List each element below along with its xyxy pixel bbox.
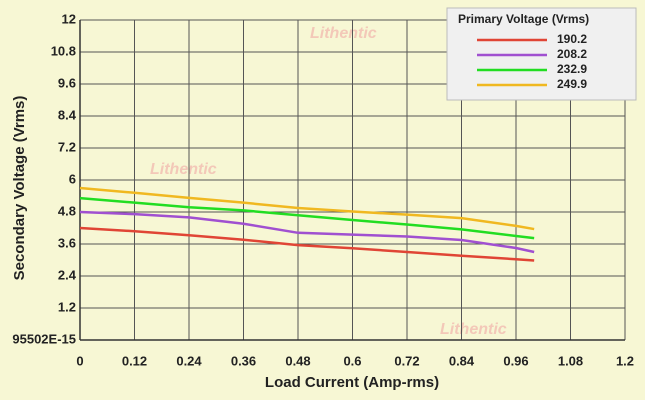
legend-title: Primary Voltage (Vrms) (458, 12, 589, 26)
y-axis-label: Secondary Voltage (Vrms) (11, 96, 28, 281)
x-tick-label: 0.24 (176, 353, 202, 368)
series-line (79, 186, 535, 231)
y-tick-label: 95502E-15 (12, 331, 76, 346)
y-tick-label: 10.8 (51, 43, 76, 58)
x-tick-label: 1.08 (558, 353, 583, 368)
x-tick-label: 1.2 (616, 353, 634, 368)
legend-label: 190.2 (557, 32, 587, 46)
y-tick-label: 12 (62, 11, 76, 26)
x-tick-label: 0.12 (122, 353, 147, 368)
watermark: Lithentic (310, 25, 377, 42)
x-tick-label: 0.36 (231, 353, 256, 368)
x-tick-label: 0 (76, 353, 83, 368)
watermark: Lithentic (150, 161, 217, 178)
y-tick-label: 1.2 (58, 299, 76, 314)
x-tick-label: 0.6 (343, 353, 361, 368)
y-tick-label: 3.6 (58, 235, 76, 250)
y-tick-label: 7.2 (58, 139, 76, 154)
y-tick-label: 4.8 (58, 203, 76, 218)
series-line (79, 210, 535, 254)
x-tick-label: 0.72 (394, 353, 419, 368)
x-axis-label: Load Current (Amp-rms) (265, 374, 439, 391)
x-tick-label: 0.48 (285, 353, 310, 368)
x-tick-label: 0.96 (503, 353, 528, 368)
legend-label: 249.9 (557, 77, 587, 91)
series-line (79, 196, 535, 240)
watermark: Lithentic (440, 321, 507, 338)
x-tick-label: 0.84 (449, 353, 475, 368)
y-tick-label: 2.4 (58, 267, 77, 282)
series-line (79, 226, 535, 262)
y-tick-label: 8.4 (58, 107, 77, 122)
legend-label: 232.9 (557, 62, 587, 76)
y-tick-label: 6 (69, 171, 76, 186)
legend-label: 208.2 (557, 47, 587, 61)
y-tick-label: 9.6 (58, 75, 76, 90)
